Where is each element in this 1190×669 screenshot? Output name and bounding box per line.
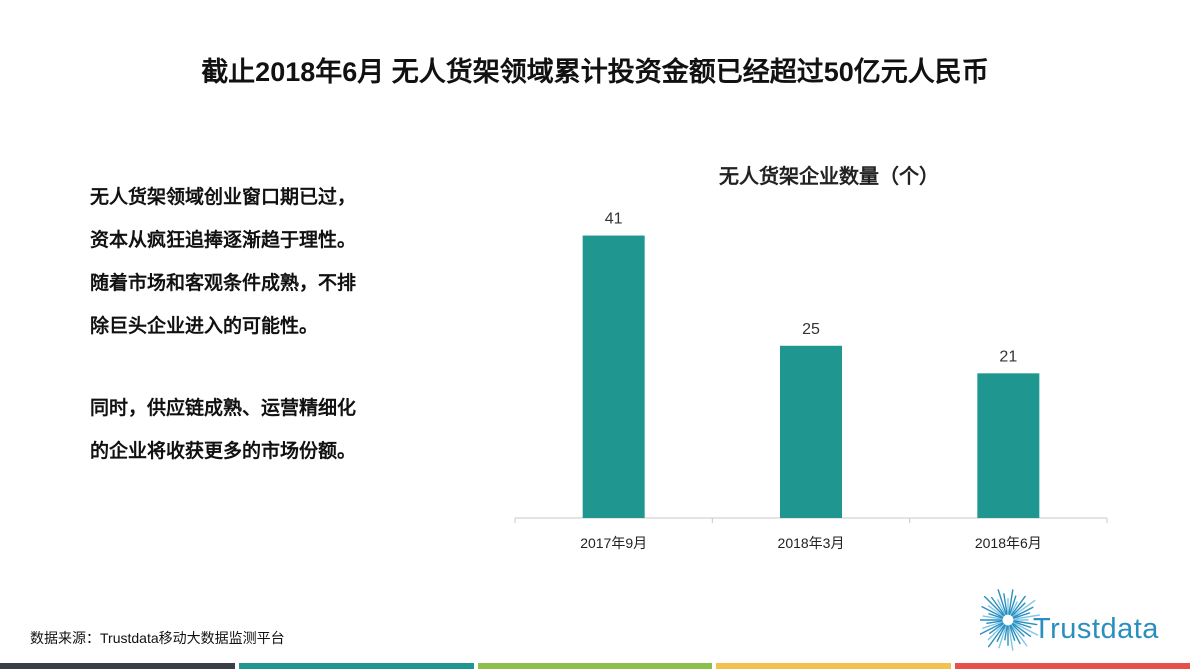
data-label: 41	[605, 211, 623, 228]
logo-ray	[1013, 612, 1031, 619]
logo-ray	[1012, 606, 1034, 618]
x-tick-label: 2017年9月	[580, 535, 647, 551]
text-line: 同时，供应链成熟、运营精细化	[90, 398, 357, 419]
logo-ray	[997, 589, 1007, 615]
logo-ray	[980, 622, 1004, 636]
footer-color-segment	[477, 663, 713, 669]
logo-text: Trustdata	[1033, 613, 1159, 645]
logo-ray	[987, 624, 1006, 648]
bar	[977, 373, 1040, 518]
logo-ray	[1008, 589, 1014, 615]
logo-ray	[997, 599, 1006, 616]
logo-ray	[986, 620, 1003, 625]
logo-ray	[1013, 621, 1032, 629]
logo-ray	[1010, 624, 1021, 645]
logo-ray	[1012, 622, 1032, 638]
bar	[780, 345, 842, 518]
footer-color-segment	[716, 663, 952, 669]
logo-ray	[983, 595, 1005, 617]
logo-ray	[988, 613, 1003, 619]
logo-ray	[1004, 625, 1008, 641]
paragraph-2: 同时，供应链成熟、运营精细化 的企业将收获更多的市场份额。	[90, 387, 420, 473]
logo-ray	[1012, 622, 1039, 636]
text-line: 除巨头企业进入的可能性。	[90, 316, 319, 337]
data-label: 25	[802, 321, 820, 338]
x-tick-label: 2018年3月	[778, 535, 845, 551]
bar	[582, 235, 645, 519]
footer-color-segment	[0, 663, 235, 669]
logo-ray	[1011, 623, 1025, 637]
body-text: 无人货架领域创业窗口期已过， 资本从疯狂追捧逐渐趋于理性。 随着市场和客观条件成…	[90, 176, 420, 512]
logo-ray	[989, 622, 1004, 634]
footer-color-bar	[0, 663, 1190, 669]
logo-ray	[982, 621, 1003, 629]
chart-title: 无人货架企业数量（个）	[719, 166, 939, 188]
logo-ray	[998, 625, 1007, 649]
logo-ray	[1013, 620, 1038, 626]
logo-ray	[1010, 595, 1026, 616]
source-note: 数据来源：Trustdata移动大数据监测平台	[30, 630, 285, 646]
text-line: 随着市场和客观条件成熟，不排	[90, 273, 357, 294]
footer-color-segment	[955, 663, 1190, 669]
x-tick-label: 2018年6月	[975, 535, 1042, 551]
bar-chart: 41 2017年9月 25 2018年3月 21 2018年6月	[514, 211, 1108, 551]
logo-ray	[996, 624, 1006, 642]
logo-ray	[1011, 602, 1026, 617]
logo-ray	[1010, 601, 1018, 616]
trustdata-logo-icon	[980, 589, 1040, 651]
logo-ray	[1013, 614, 1040, 620]
logo-ray	[1010, 624, 1028, 647]
logo-ray	[987, 623, 1005, 641]
text-line: 无人货架领域创业窗口期已过，	[90, 187, 357, 208]
logo-ray	[987, 605, 1004, 618]
text-line: 的企业将收获更多的市场份额。	[90, 441, 357, 462]
logo-ray	[1003, 593, 1008, 615]
paragraph-1: 无人货架领域创业窗口期已过， 资本从疯狂追捧逐渐趋于理性。 随着市场和客观条件成…	[90, 176, 420, 348]
page-title: 截止2018年6月 无人货架领域累计投资金额已经超过50亿元人民币	[201, 57, 989, 87]
logo-ray	[981, 606, 1004, 618]
logo-ray	[1012, 599, 1036, 618]
text-line: 资本从疯狂追捧逐渐趋于理性。	[90, 230, 357, 251]
logo-ray	[1008, 625, 1014, 651]
logo-ray	[1009, 625, 1016, 641]
logo-ray	[982, 615, 1003, 620]
logo-ray	[1009, 595, 1017, 615]
logo-ray	[990, 596, 1006, 616]
data-label: 21	[999, 348, 1017, 365]
footer-color-segment	[238, 663, 474, 669]
